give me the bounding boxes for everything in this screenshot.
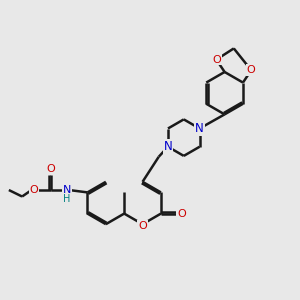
Text: O: O [46,164,55,174]
Text: N: N [164,140,172,153]
Text: O: O [212,55,221,64]
Text: N: N [63,185,71,195]
Text: O: O [29,185,38,195]
Text: O: O [177,208,186,219]
Text: H: H [63,194,70,205]
Text: N: N [195,122,204,135]
Text: O: O [138,221,147,231]
Text: O: O [247,65,256,75]
